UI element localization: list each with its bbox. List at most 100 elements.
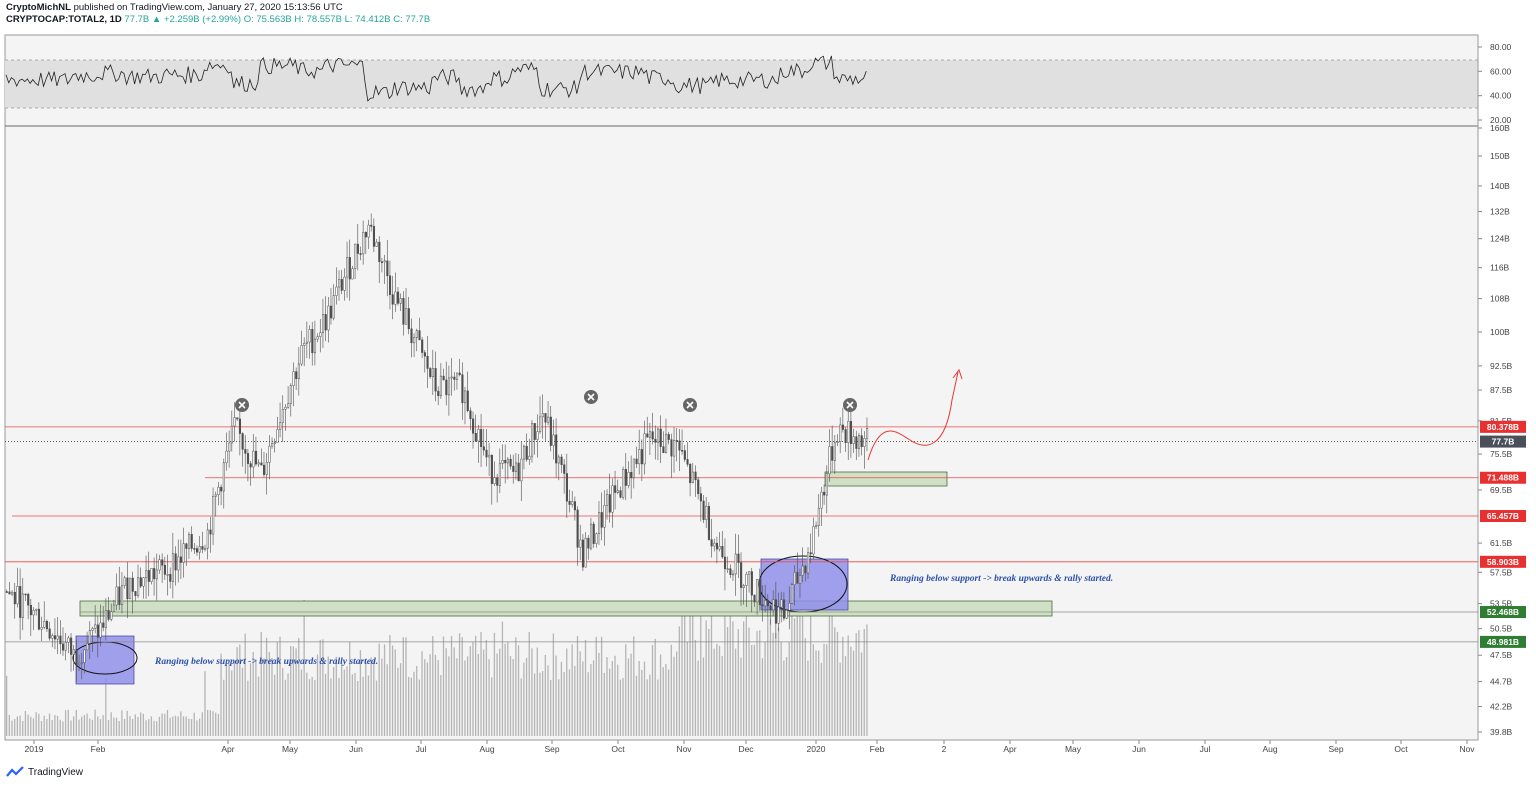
candle-body [177,556,180,571]
volume-bar [86,713,88,736]
volume-bar [839,662,841,736]
volume-bar [544,654,546,736]
volume-bar [662,667,664,736]
candle-body [254,450,258,465]
candle-body [740,562,743,588]
volume-bar [796,607,798,736]
volume-bar [373,660,375,736]
volume-bar [311,676,313,736]
volume-bar [437,660,439,736]
volume-bar [847,635,849,736]
candle-body [233,417,236,427]
volume-bar [625,644,627,736]
volume-bar [456,658,458,736]
candle-body [222,462,225,492]
volume-bar [349,641,351,736]
candle-body [271,443,274,447]
volume-bar [550,679,552,736]
candle-body [833,442,836,461]
volume-bar [469,646,471,736]
volume-bar [434,654,437,736]
volume-bar [73,716,75,736]
volume-bar [276,641,278,736]
candle-body [158,559,161,571]
volume-bar [791,607,793,736]
volume-bar [475,635,477,736]
time-tick-label: Aug [479,744,494,754]
volume-bar [609,668,611,736]
volume-bar [126,710,128,736]
candle-body [512,465,515,472]
candle-body [131,577,134,592]
volume-bar [271,657,273,736]
time-tick-label: Dec [738,744,754,754]
candle-body [292,371,295,386]
candle-body [640,449,644,465]
volume-bar [844,656,847,736]
volume-bar [346,666,348,736]
candle-body [638,449,641,465]
volume-bar [485,639,488,736]
volume-bar [493,632,496,736]
volume-bar [367,675,370,736]
candle-body [482,446,485,451]
volume-bar [64,710,67,736]
volume-bar [769,619,772,736]
candle-body [552,434,555,446]
candle-body [67,637,70,643]
candle-body [123,577,126,586]
candle-body [53,635,57,640]
volume-bar [30,716,32,736]
volume-bar [8,714,10,736]
level-price-label-bg [1480,635,1526,648]
volume-bar [6,675,8,736]
candle-body [388,275,392,295]
candle-body [646,433,649,438]
candle-body [632,458,635,479]
volume-bar [842,636,844,736]
tradingview-brand[interactable]: TradingView [28,766,84,778]
candle-body [539,416,542,432]
volume-bar [381,658,383,736]
price-tick-label: 57.5B [1490,567,1513,577]
volume-bar [440,675,442,736]
tradingview-logo-icon[interactable] [6,766,24,778]
time-tick-label: 2 [942,744,947,754]
volume-bar [265,637,268,736]
volume-bar [533,673,536,736]
publisher-name[interactable]: CryptoMichNL [6,2,71,13]
volume-bar [509,656,512,736]
candle-body [305,341,309,344]
candle-body [782,599,786,619]
volume-bar [424,659,426,736]
volume-bar [764,641,766,736]
candle-body [386,260,389,277]
volume-bar [866,624,868,736]
volume-bar [386,664,388,736]
candle-body [380,261,384,263]
volume-bar [410,677,412,736]
candle-body [185,543,188,549]
symbol-name[interactable]: CRYPTOCAP:TOTAL2, 1D [6,14,122,25]
candle-body [434,368,437,392]
volume-bar [595,636,597,736]
volume-bar [807,660,809,736]
candle-body [375,241,378,247]
candle-body [841,424,845,430]
candle-body [627,472,630,486]
candle-body [697,479,700,494]
candle-body [150,568,153,582]
volume-bar [432,636,434,736]
volume-bar [743,621,745,736]
candle-body [573,501,577,511]
level-price-label-bg [1480,420,1526,433]
volume-bar [654,638,656,736]
candle-body [630,472,633,479]
candle-body [678,440,681,451]
volume-bar [27,714,29,736]
markers-layer [235,368,963,461]
volume-bar [606,657,608,736]
axes-layer: 160B 150B 140B 132B 124B 116B 108B 100B 92.5B 87.… [25,42,1513,754]
price-tick-label: 132B [1490,207,1510,217]
